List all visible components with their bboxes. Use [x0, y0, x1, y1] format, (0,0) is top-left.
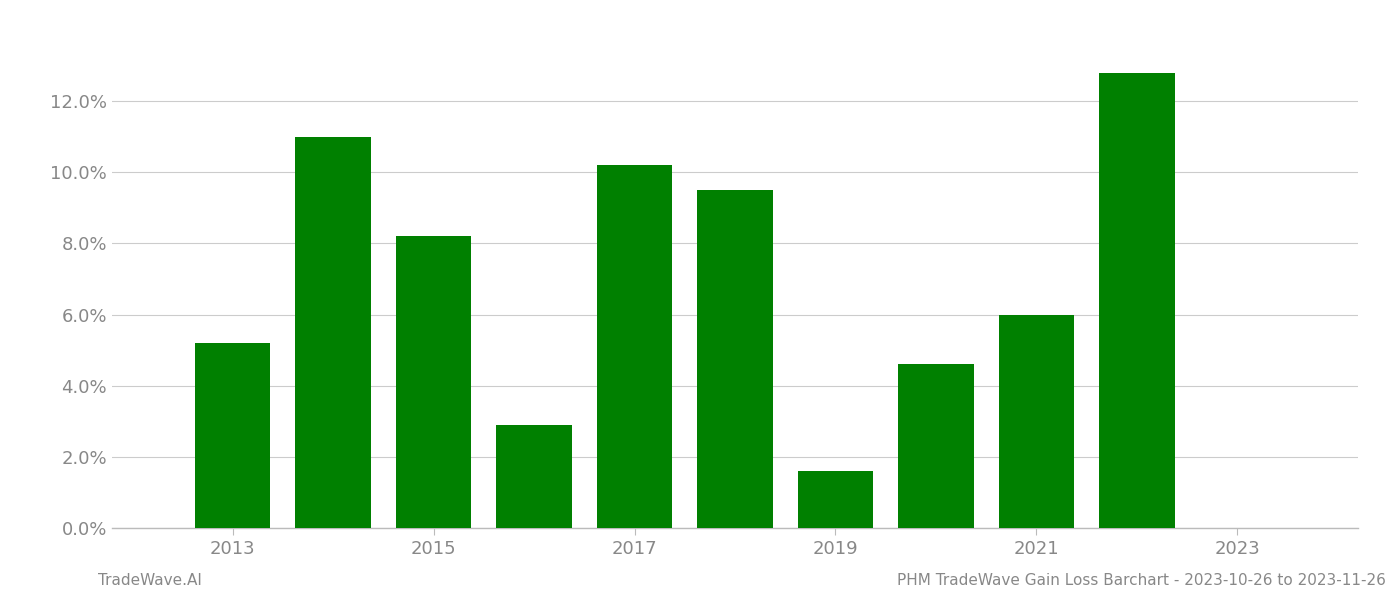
Bar: [697, 190, 773, 528]
Text: PHM TradeWave Gain Loss Barchart - 2023-10-26 to 2023-11-26: PHM TradeWave Gain Loss Barchart - 2023-…: [897, 573, 1386, 588]
Bar: [195, 343, 270, 528]
Bar: [396, 236, 472, 528]
Bar: [497, 425, 571, 528]
Bar: [1099, 73, 1175, 528]
Bar: [596, 165, 672, 528]
Bar: [899, 364, 973, 528]
Text: TradeWave.AI: TradeWave.AI: [98, 573, 202, 588]
Bar: [295, 137, 371, 528]
Bar: [798, 471, 874, 528]
Bar: [998, 314, 1074, 528]
